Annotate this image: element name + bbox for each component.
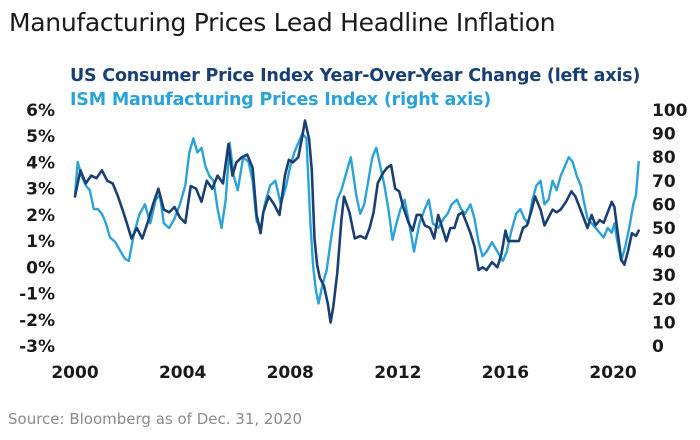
- left-axis-tick-label: 5%: [26, 127, 55, 147]
- right-axis-tick-label: 20: [652, 290, 676, 310]
- left-axis-tick-label: -2%: [19, 311, 55, 331]
- source-note: Source: Bloomberg as of Dec. 31, 2020: [8, 410, 303, 428]
- left-axis-tick-label: 1%: [26, 232, 55, 252]
- right-axis-tick-label: 40: [652, 243, 676, 263]
- x-axis-tick-label: 2004: [159, 363, 206, 383]
- left-axis-tick-label: -1%: [19, 285, 55, 305]
- left-axis-tick-label: 0%: [26, 258, 55, 278]
- line-chart: 6%5%4%3%2%1%0%-1%-2%-3%10090807060504030…: [19, 101, 688, 383]
- left-axis-tick-label: 3%: [26, 180, 55, 200]
- legend-cpi: US Consumer Price Index Year-Over-Year C…: [70, 66, 641, 86]
- left-axis-tick-label: -3%: [19, 337, 55, 357]
- x-axis-tick-label: 2016: [482, 363, 529, 383]
- left-axis-tick-label: 2%: [26, 206, 55, 226]
- legend-ism: ISM Manufacturing Prices Index (right ax…: [70, 90, 492, 110]
- right-axis-tick-label: 0: [652, 337, 664, 357]
- right-axis-tick-label: 70: [652, 172, 676, 192]
- x-axis-tick-label: 2012: [374, 363, 421, 383]
- right-axis-tick-label: 50: [652, 219, 676, 239]
- right-axis-tick-label: 90: [652, 125, 676, 145]
- right-axis-tick-label: 60: [652, 195, 676, 215]
- right-axis-tick-label: 10: [652, 313, 676, 333]
- x-axis-tick-label: 2000: [51, 363, 98, 383]
- left-axis-tick-label: 6%: [26, 101, 55, 121]
- chart-title: Manufacturing Prices Lead Headline Infla…: [9, 8, 556, 37]
- left-axis-tick-label: 4%: [26, 153, 55, 173]
- x-axis-tick-label: 2008: [267, 363, 314, 383]
- x-axis-tick-label: 2020: [589, 363, 636, 383]
- right-axis-tick-label: 30: [652, 266, 676, 286]
- cpi-series-line: [73, 119, 641, 324]
- right-axis-tick-label: 80: [652, 148, 676, 168]
- right-axis-tick-label: 100: [652, 101, 688, 121]
- ism-series-line: [73, 132, 640, 305]
